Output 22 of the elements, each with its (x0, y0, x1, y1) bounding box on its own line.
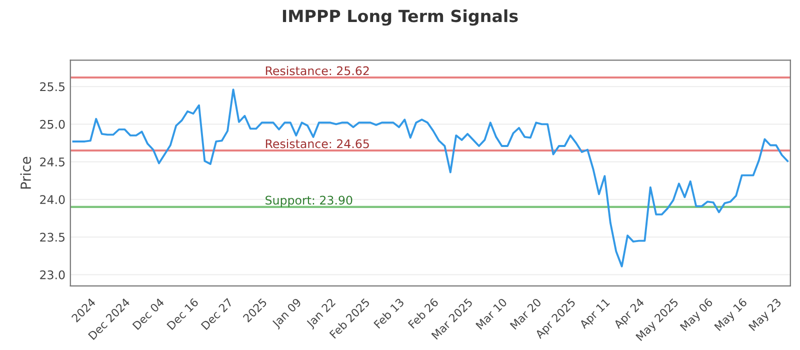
y-tick-label: 25.0 (40, 120, 65, 129)
ref-line-label: Resistance: 25.62 (266, 66, 369, 76)
x-tick-label: Apr 11 (578, 298, 612, 331)
x-tick-label: Dec 27 (200, 298, 233, 330)
ref-line-label: Resistance: 24.65 (266, 139, 369, 148)
y-tick-label: 23.0 (40, 270, 65, 280)
y-tick-label: 25.5 (40, 82, 65, 92)
x-tick-label: Feb 26 (408, 298, 439, 329)
x-tick-label: Jan 09 (271, 298, 304, 330)
x-tick-label: Dec 16 (166, 298, 199, 330)
x-tick-label: Feb 13 (373, 298, 404, 329)
x-tick-label: Dec 04 (132, 298, 165, 330)
x-tick-label: Mar 20 (510, 298, 542, 330)
ref-line-label: Support: 23.90 (266, 196, 352, 207)
line-series (72, 88, 789, 268)
y-tick-label: 24.5 (40, 158, 65, 166)
y-axis-title: Price (20, 156, 32, 189)
chart-title: IMPPP Long Term Signals (282, 9, 518, 26)
x-tick-label: Mar 10 (475, 298, 508, 330)
y-tick-label: 24.0 (40, 195, 65, 204)
x-tick-label: Jan 22 (306, 298, 338, 330)
y-tick-label: 23.5 (40, 232, 65, 242)
